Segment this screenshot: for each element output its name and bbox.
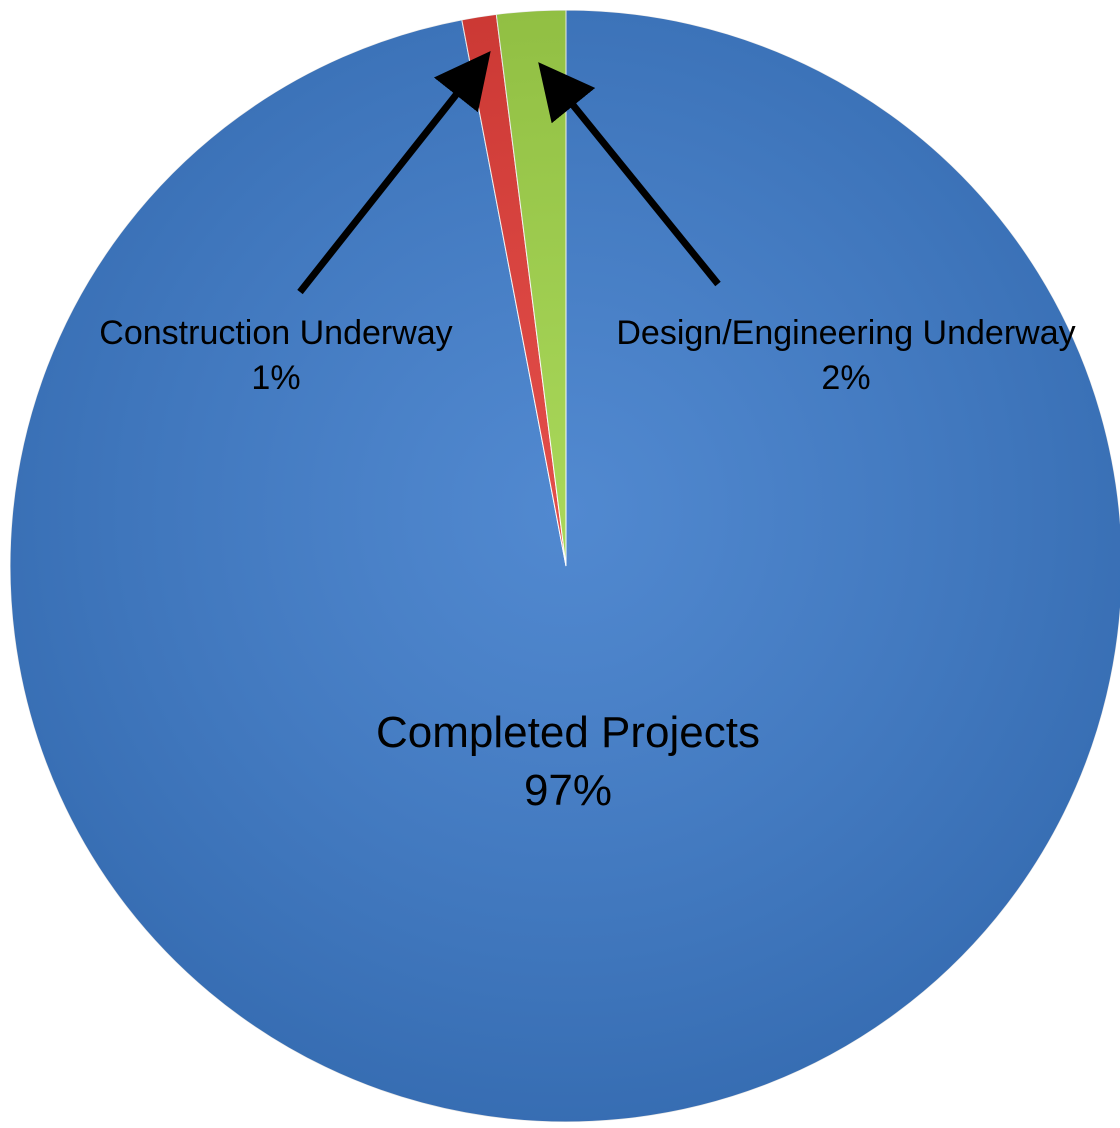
design-arrow <box>538 62 721 287</box>
pie-slices <box>9 9 1120 1123</box>
construction-label: Construction Underway <box>99 314 452 352</box>
design-percent: 2% <box>821 359 870 397</box>
slice-labels: Construction Underway 1% Design/Engineer… <box>99 314 1075 815</box>
design-label: Design/Engineering Underway <box>616 314 1075 352</box>
construction-percent: 1% <box>251 359 300 397</box>
completed-label: Completed Projects <box>376 708 760 757</box>
completed-percent: 97% <box>524 766 612 815</box>
label-arrows <box>297 51 721 295</box>
construction-arrow <box>297 51 491 295</box>
